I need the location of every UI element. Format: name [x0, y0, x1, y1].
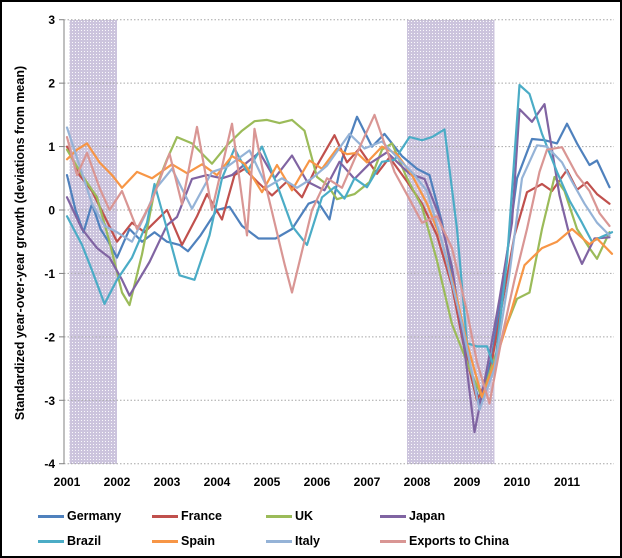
legend-swatch [266, 514, 292, 518]
legend-item-spain: Spain [152, 532, 215, 550]
legend-item-japan: Japan [380, 507, 445, 525]
series-line-italy [65, 126, 611, 411]
series-line-spain [65, 142, 614, 399]
legend-label: Brazil [67, 534, 102, 548]
legend-swatch [266, 539, 292, 543]
x-tick-label-2001: 2001 [54, 475, 81, 489]
legend-label: Italy [295, 534, 321, 548]
y-tick-label--4: -4 [44, 457, 55, 471]
series-line-germany [65, 115, 611, 405]
y-tick-label--2: -2 [44, 330, 55, 344]
x-tick-label-2008: 2008 [404, 475, 431, 489]
legend-label: Japan [409, 509, 446, 523]
series-line-brazil [65, 83, 614, 370]
series-line-france [65, 134, 611, 402]
y-tick-label-0: 0 [48, 204, 55, 218]
legend-item-uk: UK [266, 507, 313, 525]
legend-label: UK [295, 509, 314, 523]
y-tick-label--1: -1 [44, 267, 55, 281]
legend-item-france: France [152, 507, 222, 525]
legend-label: Exports to China [409, 534, 510, 548]
legend-swatch [38, 539, 64, 543]
x-tick-label-2011: 2011 [554, 475, 580, 489]
y-axis-title: Standardized year-over-year growth (devi… [13, 65, 27, 421]
legend-swatch [380, 539, 406, 543]
legend-item-exports-to-china: Exports to China [380, 532, 509, 550]
legend-item-germany: Germany [38, 507, 121, 525]
legend-swatch [38, 514, 64, 518]
x-tick-label-2003: 2003 [154, 475, 181, 489]
x-tick-label-2007: 2007 [354, 475, 381, 489]
legend-swatch [152, 514, 178, 518]
x-tick-label-2002: 2002 [104, 475, 131, 489]
x-tick-label-2006: 2006 [304, 475, 331, 489]
y-tick-label-2: 2 [48, 77, 55, 91]
legend-item-brazil: Brazil [38, 532, 101, 550]
x-tick-label-2009: 2009 [454, 475, 481, 489]
y-tick-label--3: -3 [44, 394, 55, 408]
legend-label: Germany [67, 509, 122, 523]
y-tick-label-1: 1 [48, 140, 55, 154]
x-tick-label-2010: 2010 [504, 475, 531, 489]
x-tick-label-2005: 2005 [254, 475, 281, 489]
legend: Germany France UK Japan Brazil Spain Italy Expo… [2, 500, 620, 556]
legend-label: France [181, 509, 222, 523]
legend-item-italy: Italy [266, 532, 320, 550]
x-tick-label-2004: 2004 [204, 475, 231, 489]
series-line-japan [65, 102, 611, 434]
y-tick-label-3: 3 [48, 13, 55, 27]
legend-swatch [380, 514, 406, 518]
legend-label: Spain [181, 534, 216, 548]
series-line-exports-to-china [65, 113, 611, 405]
legend-swatch [152, 539, 178, 543]
series-line-uk [65, 118, 611, 399]
